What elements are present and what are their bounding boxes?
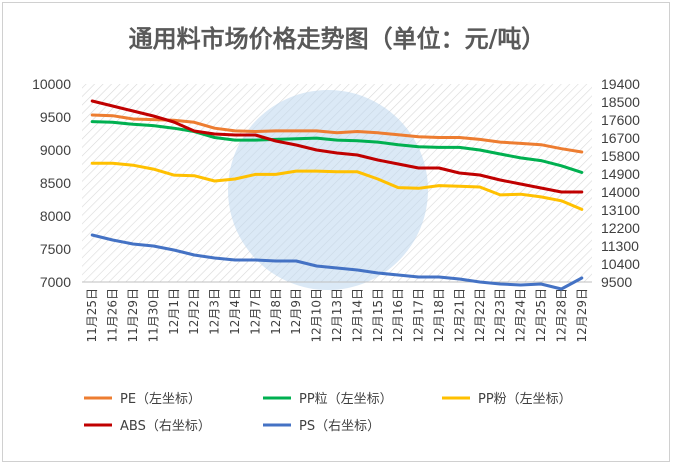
left-y-tick-label: 9000 <box>40 142 71 158</box>
left-y-axis: 7000 7500 8000 8500 9000 9500 10000 <box>32 76 71 290</box>
x-tick-label: 11月30日 <box>146 288 160 343</box>
series-line-5 <box>90 233 584 291</box>
legend-label: PP粒（左坐标） <box>299 392 393 407</box>
x-tick-label: 12月24日 <box>514 288 528 343</box>
left-y-tick-label: 7000 <box>40 274 71 290</box>
right-y-tick-label: 10400 <box>601 256 640 272</box>
series-line-3 <box>90 161 584 211</box>
x-tick-label: 12月21日 <box>452 288 466 343</box>
left-y-tick-label: 7500 <box>40 241 71 257</box>
right-y-tick-label: 11300 <box>601 238 639 254</box>
x-tick-label: 12月1日 <box>167 288 181 335</box>
x-tick-label: 12月22日 <box>473 288 487 343</box>
right-y-tick-label: 15800 <box>601 148 640 164</box>
legend-label: PS（右坐标） <box>299 419 380 434</box>
legend-label: PE（左坐标） <box>120 392 201 407</box>
series-line-2 <box>90 120 584 174</box>
series-line-4 <box>90 99 584 194</box>
series-layer <box>90 99 584 291</box>
x-tick-label: 12月9日 <box>289 288 303 335</box>
left-y-tick-label: 9500 <box>40 109 71 125</box>
x-tick-label: 12月16日 <box>391 288 405 343</box>
left-y-tick-label: 10000 <box>32 76 71 92</box>
x-tick-label: 11月29日 <box>126 288 140 343</box>
x-tick-label: 12月18日 <box>432 288 446 343</box>
right-y-tick-label: 18500 <box>601 94 640 110</box>
series-line-1 <box>90 113 584 154</box>
legend-label: ABS（右坐标） <box>120 419 211 434</box>
x-tick-label: 12月17日 <box>412 288 426 343</box>
chart-title: 通用料市场价格走势图（单位：元/吨） <box>129 24 546 53</box>
right-y-tick-label: 17600 <box>601 112 640 128</box>
chart-frame <box>2 2 670 462</box>
x-tick-label: 12月13日 <box>330 288 344 343</box>
x-tick-label: 11月26日 <box>106 288 120 343</box>
x-tick-label: 12月3日 <box>208 288 222 335</box>
left-y-tick-label: 8000 <box>40 208 71 224</box>
x-tick-label: 12月23日 <box>493 288 507 343</box>
left-y-tick-label: 8500 <box>40 175 71 191</box>
x-tick-label: 12月29日 <box>575 288 589 343</box>
x-tick-label: 12月25日 <box>534 288 548 343</box>
right-y-tick-label: 14900 <box>601 166 640 182</box>
x-tick-label: 12月10日 <box>310 288 324 343</box>
x-tick-label: 12月2日 <box>187 288 201 335</box>
x-tick-label: 12月7日 <box>248 288 262 335</box>
x-axis: 11月25日 11月26日 11月29日 11月30日 12月1日 12月2日 12月3日 1… <box>82 281 592 343</box>
x-tick-label: 12月4日 <box>228 288 242 335</box>
x-tick-label: 12月8日 <box>269 288 283 335</box>
right-y-axis: 9500 10400 11300 12200 13100 14000 14900 15800 1… <box>601 76 640 290</box>
legend-label: PP粉（左坐标） <box>478 392 572 407</box>
x-tick-label: 12月14日 <box>350 288 364 343</box>
x-tick-label: 11月25日 <box>85 288 99 343</box>
x-tick-label: 12月28日 <box>554 288 568 343</box>
right-y-tick-label: 19400 <box>601 76 640 92</box>
chart-legend: PE（左坐标） PP粒（左坐标） PP粉（左坐标） ABS（右坐标） PS（右坐标） <box>84 392 572 434</box>
right-y-tick-label: 16700 <box>601 130 640 146</box>
right-y-tick-label: 12200 <box>601 220 640 236</box>
x-tick-label: 12月15日 <box>371 288 385 343</box>
right-y-tick-label: 9500 <box>601 274 632 290</box>
right-y-tick-label: 14000 <box>601 184 640 200</box>
right-y-tick-label: 13100 <box>601 202 640 218</box>
